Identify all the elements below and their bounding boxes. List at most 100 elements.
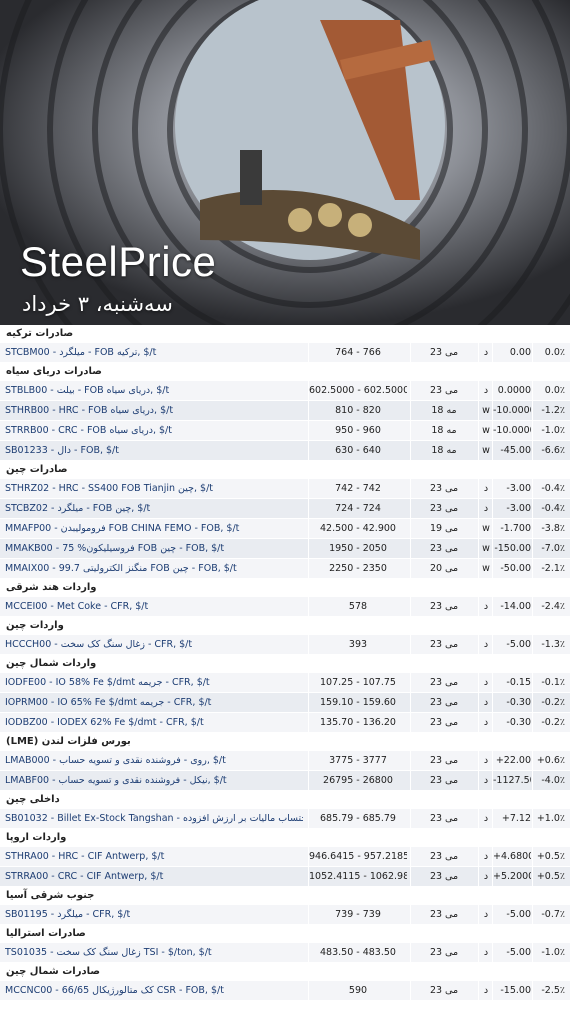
frequency: د: [478, 673, 493, 693]
frequency: د: [478, 597, 493, 617]
frequency: د: [478, 943, 493, 963]
price-date: می 23: [410, 751, 477, 771]
price-row[interactable]: STHRZ02 - HRC - SS400 FOB Tianjin چین, $…: [0, 479, 570, 499]
price-list: صادرات ترکیه STCBM00 - میلگرد - FOB ترکیه…: [0, 325, 570, 1001]
percent-change: -1.0٪: [532, 421, 565, 441]
price-change: -3.00: [492, 499, 531, 519]
frequency: د: [478, 713, 493, 733]
price-change: -10.0000: [492, 421, 531, 441]
price-row[interactable]: STHRB00 - HRC - FOB دریای سیاه, $/t 810 -…: [0, 401, 570, 421]
price-change: -3.00: [492, 479, 531, 499]
price-range: 393: [308, 635, 407, 655]
price-row[interactable]: SB01195 - میلگرد - CFR, $/t 739 - 739 می 2…: [0, 905, 570, 925]
price-row[interactable]: IODFE00 - IO 58% Fe $/dmt جریمه - CFR, $…: [0, 673, 570, 693]
section-header: واردات هند شرقی: [0, 579, 570, 597]
instrument-name: SB01195 - میلگرد - CFR, $/t: [5, 909, 131, 920]
section-header: صادرات استرالیا: [0, 925, 570, 943]
instrument-name: STCBM00 - میلگرد - FOB ترکیه, $/t: [5, 347, 157, 358]
percent-change: +0.6٪: [532, 751, 565, 771]
header-image: [0, 0, 570, 325]
frequency: w: [478, 401, 493, 421]
price-date: می 23: [410, 981, 477, 1001]
instrument-name: STHRB00 - HRC - FOB دریای سیاه, $/t: [5, 405, 174, 416]
price-date: می 23: [410, 479, 477, 499]
percent-change: 0.0٪: [532, 343, 565, 363]
section-header: واردات اروپا: [0, 829, 570, 847]
frequency: د: [478, 981, 493, 1001]
price-row[interactable]: IOPRM00 - IO 65% Fe $/dmt جریمه - CFR, $…: [0, 693, 570, 713]
price-change: -1.700: [492, 519, 531, 539]
percent-change: -6.6٪: [532, 441, 565, 461]
price-range: 1052.4115 - 1062.9885: [308, 867, 407, 887]
price-row[interactable]: LMAB000 - روی - فروشنده نقدی و تسویه حسا…: [0, 751, 570, 771]
price-range: 590: [308, 981, 407, 1001]
price-date: می 23: [410, 635, 477, 655]
frequency: د: [478, 905, 493, 925]
price-date: می 23: [410, 905, 477, 925]
section-rows: MCCEI00 - Met Coke - CFR, $/t 578 می 23 د -1…: [0, 597, 570, 617]
price-row[interactable]: STCBM00 - میلگرد - FOB ترکیه, $/t 764 - 7…: [0, 343, 570, 363]
price-date: می 23: [410, 539, 477, 559]
section-rows: LMAB000 - روی - فروشنده نقدی و تسویه حسا…: [0, 751, 570, 791]
price-row[interactable]: MMAFP00 - فرومولیبدن FOB CHINA FEMO - FO…: [0, 519, 570, 539]
instrument-name: IODFE00 - IO 58% Fe $/dmt جریمه - CFR, $…: [5, 677, 210, 688]
price-row[interactable]: STHRA00 - HRC - CIF Antwerp, $/t 946.6415…: [0, 847, 570, 867]
price-row[interactable]: STBLB00 - بیلت - FOB دریای سیاه, $/t 602.…: [0, 381, 570, 401]
price-row[interactable]: STRRB00 - CRC - FOB دریای سیاه, $/t 950 -…: [0, 421, 570, 441]
price-row[interactable]: STCBZ02 - میلگرد - FOB چین, $/t 724 - 724…: [0, 499, 570, 519]
price-date: می 23: [410, 693, 477, 713]
percent-change: -4.0٪: [532, 771, 565, 791]
percent-change: -1.3٪: [532, 635, 565, 655]
price-range: 739 - 739: [308, 905, 407, 925]
section-rows: SB01195 - میلگرد - CFR, $/t 739 - 739 می 2…: [0, 905, 570, 925]
section-header: صادرات شمال چین: [0, 963, 570, 981]
price-change: -0.30: [492, 713, 531, 733]
section-rows: TS01035 - زغال سنگ کک سخت TSI - $/ton, $…: [0, 943, 570, 963]
frequency: د: [478, 867, 493, 887]
price-change: +5.2000: [492, 867, 531, 887]
section-rows: IODFE00 - IO 58% Fe $/dmt جریمه - CFR, $…: [0, 673, 570, 733]
price-row[interactable]: MMAIX00 - 99.7 منگنز الکترولیتی FOB چین …: [0, 559, 570, 579]
price-row[interactable]: IODBZ00 - IODEX 62% Fe $/dmt - CFR, $/t 1…: [0, 713, 570, 733]
price-range: 742 - 742: [308, 479, 407, 499]
price-row[interactable]: MCCNC00 - 66/65 کک متالورژیکال CSR - FOB…: [0, 981, 570, 1001]
price-date: مه 18: [410, 401, 477, 421]
instrument-name: STRRA00 - CRC - CIF Antwerp, $/t: [5, 871, 164, 882]
price-date: می 19: [410, 519, 477, 539]
instrument-name: SB01032 - Billet Ex-Stock Tangshan - با …: [5, 813, 303, 824]
price-date: می 23: [410, 809, 477, 829]
section-header: واردات شمال چین: [0, 655, 570, 673]
price-row[interactable]: MCCEI00 - Met Coke - CFR, $/t 578 می 23 د -1…: [0, 597, 570, 617]
section-header: داخلی چین: [0, 791, 570, 809]
price-row[interactable]: SB01233 - دال - FOB, $/t 630 - 640 مه 18 w -…: [0, 441, 570, 461]
instrument-name: IOPRM00 - IO 65% Fe $/dmt جریمه - CFR, $…: [5, 697, 212, 708]
price-row[interactable]: HCCCH00 - زغال سنگ کک سخت - CFR, $/t 393 م…: [0, 635, 570, 655]
section-header: واردات چین: [0, 617, 570, 635]
price-row[interactable]: SB01032 - Billet Ex-Stock Tangshan - با …: [0, 809, 570, 829]
price-range: 764 - 766: [308, 343, 407, 363]
price-range: 685.79 - 685.79: [308, 809, 407, 829]
price-row[interactable]: MMAKB00 - 75 %فروسیلیکون FOB چین - FOB, …: [0, 539, 570, 559]
price-row[interactable]: STRRA00 - CRC - CIF Antwerp, $/t 1052.411…: [0, 867, 570, 887]
price-range: 950 - 960: [308, 421, 407, 441]
price-row[interactable]: LMABF00 - نیکل - فروشنده نقدی و تسویه حس…: [0, 771, 570, 791]
percent-change: +0.5٪: [532, 847, 565, 867]
instrument-name: LMABF00 - نیکل - فروشنده نقدی و تسویه حس…: [5, 775, 227, 786]
price-change: -0.15: [492, 673, 531, 693]
frequency: w: [478, 421, 493, 441]
section-header: صادرات چین: [0, 461, 570, 479]
percent-change: -3.8٪: [532, 519, 565, 539]
instrument-name: MCCNC00 - 66/65 کک متالورژیکال CSR - FOB…: [5, 985, 224, 996]
instrument-name: IODBZ00 - IODEX 62% Fe $/dmt - CFR, $/t: [5, 717, 204, 728]
price-row[interactable]: TS01035 - زغال سنگ کک سخت TSI - $/ton, $…: [0, 943, 570, 963]
section-rows: STBLB00 - بیلت - FOB دریای سیاه, $/t 602.…: [0, 381, 570, 461]
app-title: SteelPrice: [20, 238, 217, 285]
instrument-name: LMAB000 - روی - فروشنده نقدی و تسویه حسا…: [5, 755, 226, 766]
price-change: -5.00: [492, 943, 531, 963]
price-change: -50.00: [492, 559, 531, 579]
percent-change: -0.2٪: [532, 713, 565, 733]
frequency: د: [478, 809, 493, 829]
frequency: د: [478, 343, 493, 363]
price-change: +22.00: [492, 751, 531, 771]
